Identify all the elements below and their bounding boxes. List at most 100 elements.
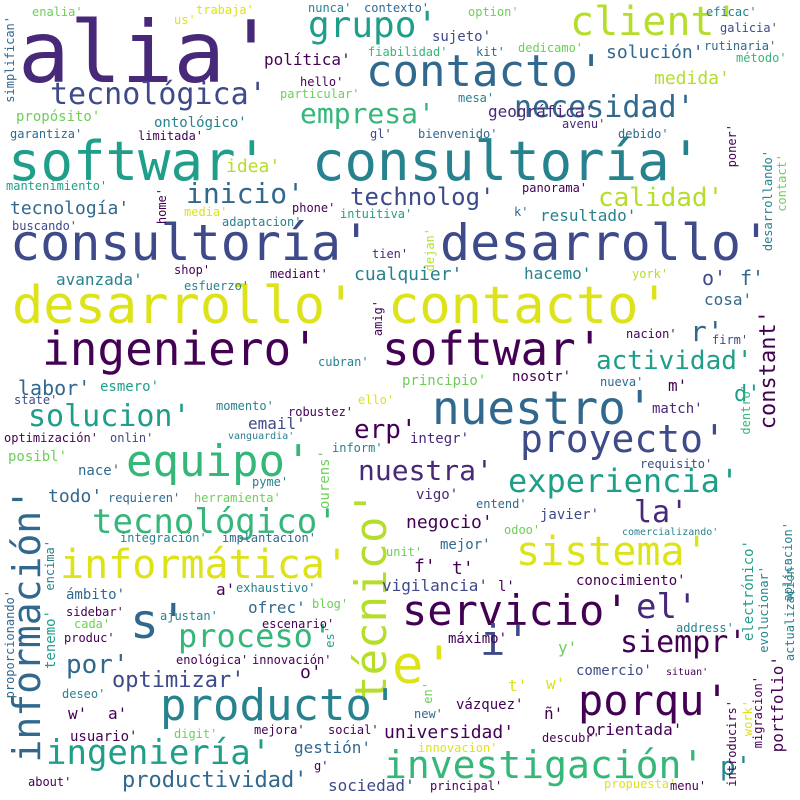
cloud-word: g' [314,759,329,773]
cloud-word: t' [508,676,528,695]
cloud-word: technolog' [350,183,495,211]
cloud-word: en' [421,682,435,704]
cloud-word: sujeto' [432,29,492,45]
cloud-word: garantiza' [10,127,83,141]
cloud-word: produc' [64,631,115,645]
cloud-word: experiencia' [508,462,740,500]
cloud-word: p' [720,752,752,782]
cloud-word: es' [323,626,337,648]
cloud-word: medida' [654,68,730,89]
cloud-word: innovación' [252,653,332,667]
cloud-word: propósito' [16,109,101,125]
cloud-word: grupo' [308,5,439,46]
cloud-word: contexto' [364,1,430,15]
cloud-word: trabaja' [196,3,254,17]
cloud-word: particular' [280,87,360,101]
cloud-word: d' [734,382,761,407]
cloud-word: digit' [174,727,218,741]
cloud-word: mejor' [440,537,491,553]
cloud-word: solucion' [28,399,191,434]
cloud-word: mesa' [458,91,495,105]
cloud-word: evolucionar' [757,566,771,653]
cloud-word: optimización' [4,431,98,445]
cloud-word: actividad' [596,346,753,376]
cloud-word: siempr' [620,625,747,660]
cloud-word: contacto' [388,276,670,336]
cloud-word: softwar' [382,322,604,376]
cloud-word: blog' [312,597,349,611]
cloud-word: técnico' [346,490,397,702]
cloud-word: vázquez' [456,697,524,713]
cloud-word: necesidad' [514,90,695,125]
cloud-word: proceso' [178,617,333,655]
cloud-word: menu' [670,779,707,793]
cloud-word: implantacion' [222,531,316,545]
cloud-word: descubr' [542,731,600,745]
cloud-word: todo' [48,486,103,507]
cloud-word: a' [216,580,236,599]
cloud-word: o' [702,266,727,290]
cloud-word: principio' [402,373,487,389]
cloud-word: state' [14,393,58,407]
cloud-word: sociedad' [328,776,415,795]
cloud-word: comercio' [576,663,652,679]
cloud-word: galicia' [720,21,778,35]
cloud-word: enalia' [32,5,83,19]
cloud-word: l' [498,579,515,595]
cloud-word: nosotr' [512,369,572,385]
cloud-word: posibl' [8,449,68,465]
cloud-word: w' [68,704,88,723]
cloud-word: inicio' [186,177,305,210]
cloud-word: vanguardia' [228,431,295,442]
cloud-word: integr' [410,431,470,447]
cloud-word: simplifican' [3,16,17,103]
cloud-word: empresa' [300,97,435,130]
cloud-word: new' [414,707,443,721]
cloud-word: el' [636,587,698,627]
cloud-word: us' [174,13,196,27]
cloud-word: avenu' [562,117,606,131]
cloud-word: robustez' [288,405,354,419]
cloud-word: gestión' [294,738,372,757]
cloud-word: dedicamo' [518,41,584,55]
cloud-word: nueva' [600,375,644,389]
cloud-word: universidad' [384,722,515,743]
cloud-word: pyme' [252,475,289,489]
cloud-word: shop' [174,263,211,277]
cloud-word: innovacion' [418,741,498,755]
cloud-word: ontológico' [154,115,247,131]
cloud-word: resultado' [540,206,637,225]
cloud-word: kit' [476,45,505,59]
cloud-word: tenemo' [43,610,59,670]
cloud-word: inform' [332,441,383,455]
cloud-word: ñ' [544,704,564,723]
cloud-word: herramienta' [194,491,281,505]
cloud-word: esmero' [100,379,160,395]
cloud-word: hello' [300,75,344,89]
cloud-word: option' [468,5,519,19]
cloud-word: requieren' [108,491,181,505]
cloud-word: email' [248,414,306,433]
cloud-word: o' [300,662,322,683]
cloud-word: w' [546,674,566,693]
cloud-word: k' [514,205,529,219]
cloud-word: ámbito' [66,587,126,603]
cloud-word: ourens' [317,450,333,510]
cloud-word: cosa' [704,290,753,309]
cloud-word: optimizar' [112,668,245,693]
cloud-word: mejora' [254,723,305,737]
cloud-word: integración' [120,531,207,545]
cloud-word: exhaustivo' [236,581,316,595]
cloud-word: poner' [725,124,739,168]
cloud-word: about' [28,775,72,789]
cloud-word: tecnológica' [50,77,267,112]
cloud-word: propuesta' [604,777,677,791]
cloud-word: s' [130,594,188,650]
cloud-word: intuitiva' [340,207,413,221]
cloud-word: nacion' [626,327,677,341]
cloud-word: entend' [476,497,527,511]
cloud-word: tecnología' [10,198,130,219]
cloud-word: limitada' [138,129,204,143]
cloud-word: labor' [18,376,91,400]
